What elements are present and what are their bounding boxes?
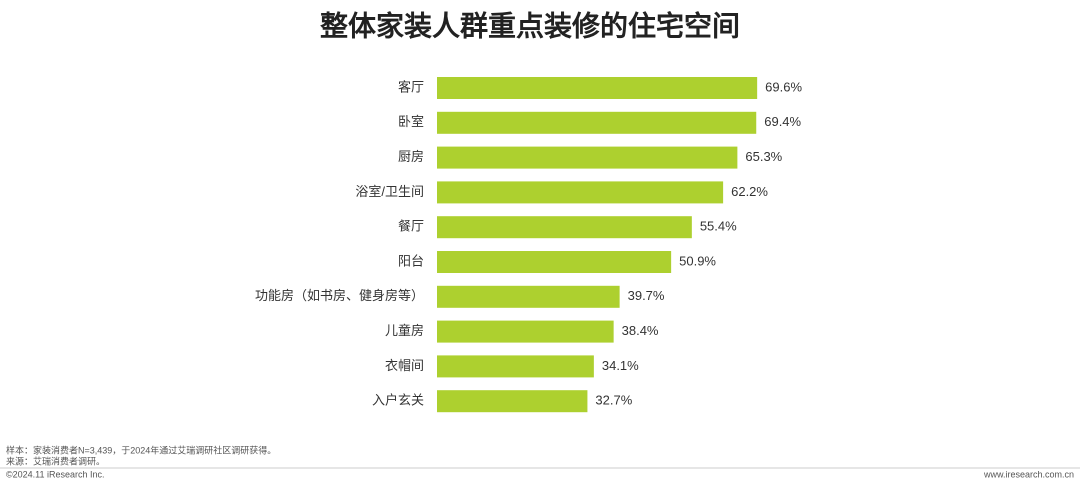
bar: [437, 111, 757, 134]
bar: [437, 355, 594, 378]
chart-title: 整体家装人群重点装修的住宅空间: [320, 9, 740, 41]
value-label: 55.4%: [700, 219, 737, 234]
value-label: 69.4%: [764, 114, 801, 129]
bar: [437, 320, 614, 343]
value-label: 34.1%: [602, 358, 639, 373]
bar: [437, 251, 672, 273]
value-label: 65.3%: [745, 149, 782, 164]
category-label: 衣帽间: [385, 358, 424, 373]
bar: [437, 146, 738, 169]
footer-website: www.iresearch.com.cn: [983, 469, 1074, 479]
footer-source: 来源：艾瑞消费者调研。: [6, 455, 105, 466]
value-label: 62.2%: [731, 184, 768, 199]
bar: [437, 390, 588, 413]
category-label: 浴室/卫生间: [355, 184, 424, 199]
bar: [437, 285, 620, 308]
category-label: 客厅: [398, 79, 424, 94]
value-label: 39.7%: [628, 288, 665, 303]
category-label: 厨房: [398, 149, 424, 164]
footer-note: 样本：家装消费者N=3,439，于2024年通过艾瑞调研社区调研获得。: [6, 444, 276, 455]
bar: [437, 216, 692, 239]
bar: [437, 77, 758, 99]
value-label: 32.7%: [595, 393, 632, 408]
category-label: 餐厅: [398, 219, 424, 234]
value-label: 69.6%: [765, 79, 802, 94]
category-label: 儿童房: [385, 323, 424, 338]
footer-copyright: ©2024.11 iResearch Inc.: [6, 469, 105, 479]
category-label: 入户玄关: [372, 393, 424, 408]
value-label: 38.4%: [622, 323, 659, 338]
category-label: 功能房（如书房、健身房等）: [255, 288, 424, 303]
category-label: 卧室: [398, 114, 424, 129]
value-label: 50.9%: [679, 253, 716, 268]
bar: [437, 181, 724, 204]
category-label: 阳台: [398, 253, 424, 268]
